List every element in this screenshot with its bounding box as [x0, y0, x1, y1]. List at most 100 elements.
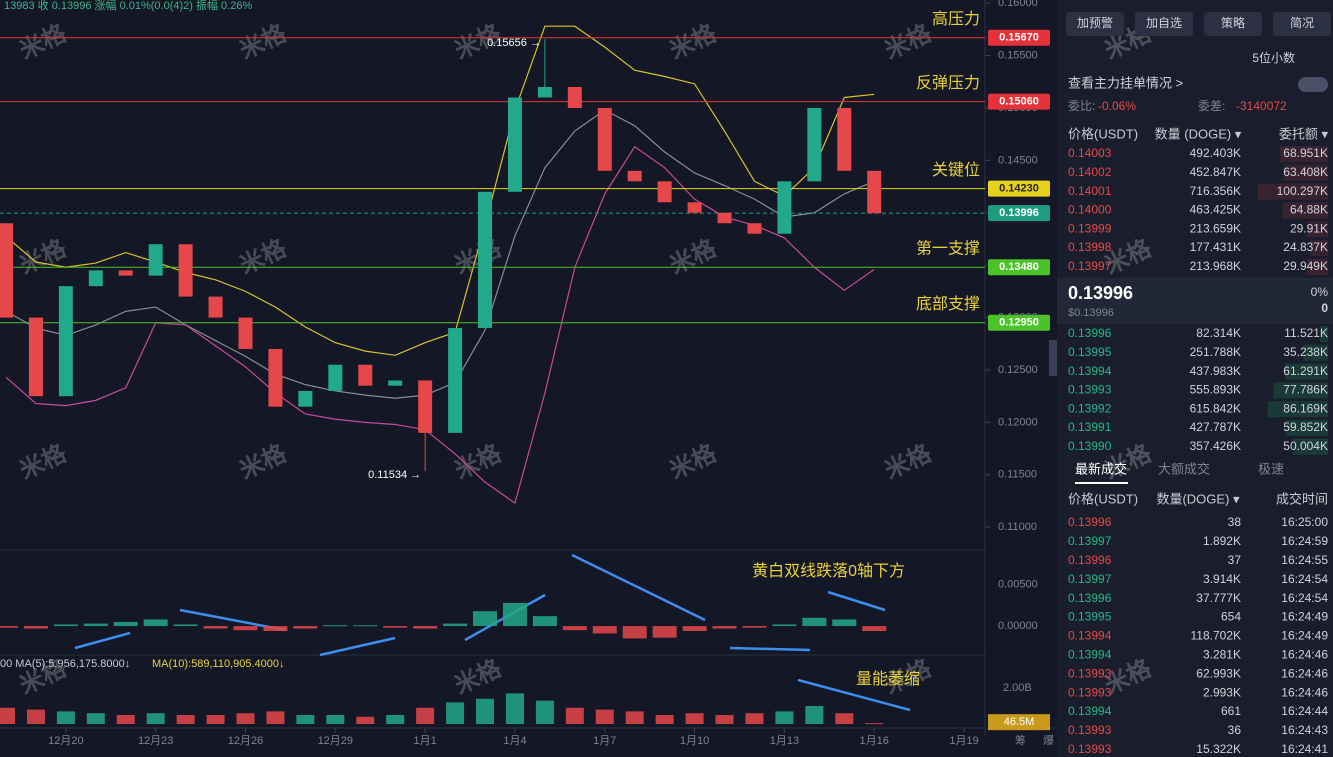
trade-tab[interactable]: 最新成交 [1075, 461, 1127, 476]
level-tag [988, 180, 1050, 197]
vol-bar [266, 711, 285, 724]
book-cell: 0.13996 [1068, 326, 1112, 340]
macd-bar [443, 623, 468, 627]
table-header: 成交时间 [1276, 491, 1328, 506]
level-label: 0.15060 [999, 96, 1039, 108]
candle-body [148, 244, 163, 276]
candle-body [418, 380, 433, 433]
table-header: 数量(DOGE) ▾ [1156, 491, 1240, 506]
side-button[interactable] [1066, 12, 1124, 36]
vol-bar [26, 709, 45, 724]
side-button[interactable] [1204, 12, 1262, 36]
x-tick-label: 1月10 [680, 735, 709, 747]
vol-ma5: 00 MA(5):5.956,175.8000↓ [0, 658, 130, 670]
trade-cell: 0.13995 [1068, 610, 1112, 624]
table-header: 价格(USDT) [1068, 491, 1138, 506]
depth-bar [1257, 183, 1328, 200]
x-tick-label: 12月20 [48, 735, 83, 747]
side-button[interactable] [1135, 12, 1193, 36]
table-header: 价格(USDT) [1068, 126, 1138, 141]
depth-bar [1307, 258, 1328, 275]
side-button-label[interactable]: 策略 [1221, 15, 1245, 30]
side-button[interactable] [1273, 12, 1331, 36]
vol-bar [176, 714, 195, 724]
book-cell: 463.425K [1190, 203, 1241, 217]
trade-cell: 0.13993 [1068, 685, 1112, 699]
trade-cell: 16:24:54 [1281, 591, 1328, 605]
trade-cell: 16:24:54 [1281, 572, 1328, 586]
depth-bar [1285, 363, 1328, 380]
vol-bar [446, 702, 465, 724]
book-cell: 437.983K [1190, 364, 1241, 378]
depth-bar [1267, 401, 1328, 418]
book-cell: 251.788K [1190, 345, 1241, 359]
candle-body [118, 270, 133, 276]
candle-body [867, 170, 882, 214]
decimals[interactable]: 5位小数 [1252, 50, 1295, 65]
book-cell: 0.14000 [1068, 203, 1112, 217]
book-cell: 357.426K [1190, 439, 1241, 453]
extreme-label: 0.15656 → [487, 37, 541, 49]
candle-body [298, 390, 313, 407]
candle-body [597, 107, 612, 171]
vol-bar [116, 714, 135, 724]
depth-bar [1282, 202, 1328, 219]
book-cell: 427.787K [1190, 420, 1241, 434]
candle-body [567, 86, 582, 108]
side-button-label[interactable]: 简况 [1290, 16, 1314, 30]
candle-body [657, 181, 672, 203]
candle-body [208, 296, 223, 318]
book-cell: 68.951K [1283, 146, 1328, 160]
macd-bar [233, 626, 258, 631]
last-label: 0.13996 [999, 207, 1039, 219]
vol-bar [835, 713, 854, 724]
book-cell: 177.431K [1190, 240, 1241, 254]
main-orders[interactable]: 查看主力挂单情况 > [1068, 75, 1183, 90]
trade-cell: 16:24:44 [1281, 704, 1328, 718]
macd-bar [862, 626, 887, 632]
candle-body [238, 317, 253, 350]
book-cell: 61.291K [1283, 364, 1328, 378]
vol-bar [625, 711, 644, 724]
vol-bar [146, 713, 165, 724]
ratio-text: 委比: [1068, 99, 1095, 113]
book-cell: 11.521K [1284, 326, 1328, 340]
y-tick-label: 0.11500 [998, 469, 1037, 481]
book-cell: 59.852K [1283, 420, 1328, 434]
level-label: 0.15670 [999, 32, 1039, 44]
vol-bar [505, 693, 524, 724]
macd-bar [143, 619, 168, 627]
side-button-label[interactable]: 加自选 [1146, 16, 1182, 30]
mid-bg [1057, 278, 1333, 324]
side-button-label[interactable]: 加预警 [1077, 15, 1113, 30]
ratio-text: -0.06% [1098, 99, 1136, 113]
trade-cell: 0.13997 [1068, 572, 1112, 586]
ratio-text: -3140072 [1236, 99, 1287, 113]
y-tick-label: 0.16000 [998, 0, 1038, 9]
trade-cell: 654 [1221, 610, 1241, 624]
vol-bar [356, 716, 375, 724]
trade-cell: 661 [1221, 704, 1241, 718]
trade-cell: 16:24:46 [1281, 685, 1328, 699]
level-tag [988, 314, 1050, 331]
book-cell: 555.893K [1190, 383, 1241, 397]
trade-cell: 0.13993 [1068, 666, 1112, 680]
trade-tab[interactable]: 大额成交 [1158, 461, 1210, 476]
macd-bar [622, 626, 647, 639]
vol-bar [715, 714, 734, 724]
chart-bg [0, 0, 1057, 757]
book-cell: 63.408K [1283, 165, 1328, 179]
collapse-handle[interactable] [1049, 340, 1057, 376]
toggle[interactable] [1298, 77, 1328, 92]
trade-cell: 0.13994 [1068, 629, 1112, 643]
x-tick-label: 12月29 [318, 735, 353, 747]
book-cell: 50.004K [1283, 439, 1328, 453]
macd-bar [532, 616, 557, 627]
level-label: 0.12950 [999, 317, 1039, 329]
macd-bar [712, 626, 737, 629]
vol-bar [56, 711, 75, 724]
book-cell: 100.297K [1277, 184, 1328, 198]
vol-bar [655, 714, 674, 724]
trade-tab[interactable]: 极速 [1258, 461, 1284, 476]
